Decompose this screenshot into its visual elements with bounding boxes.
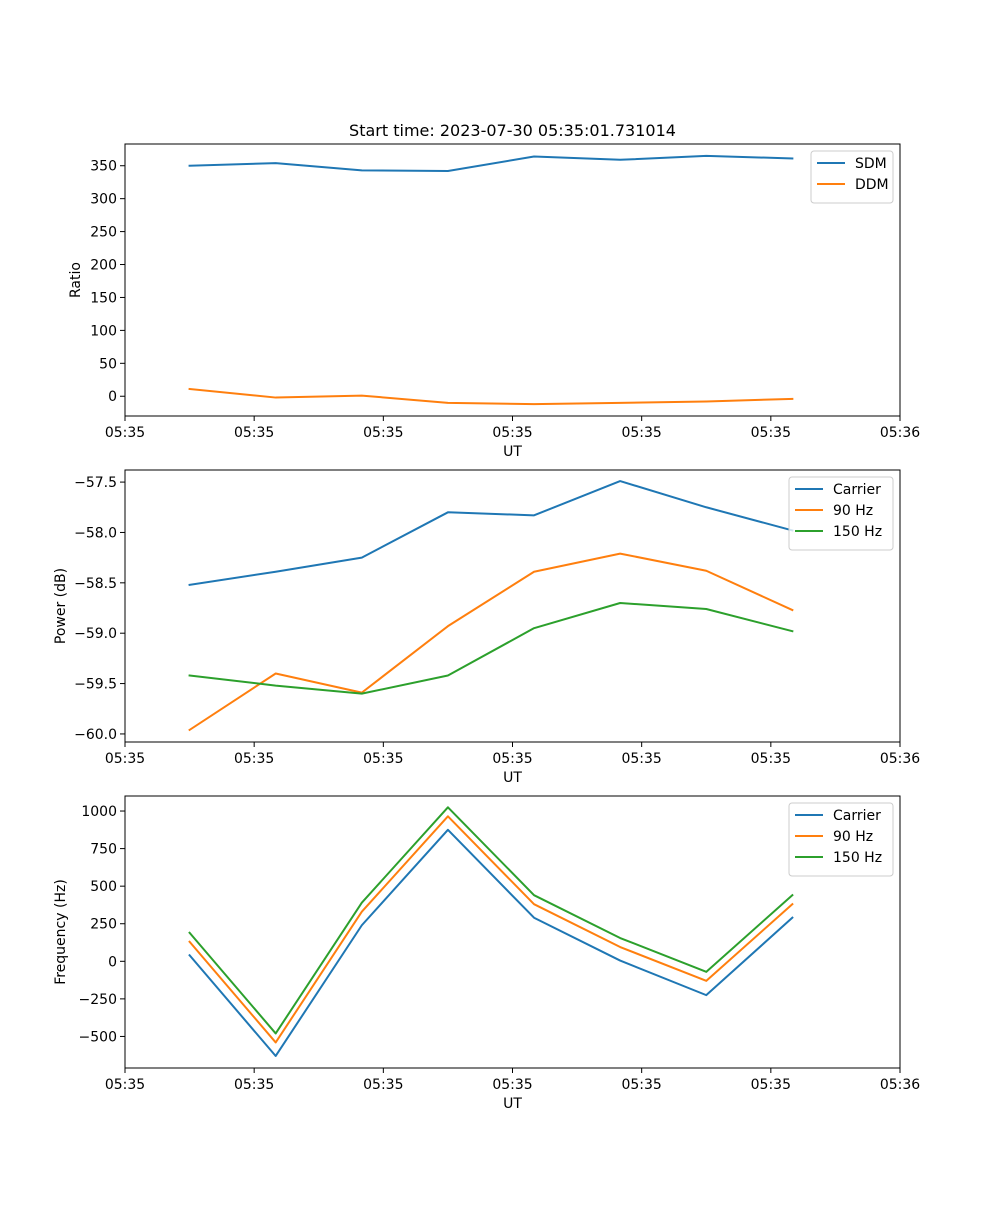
x-tick-label: 05:35 <box>492 425 532 441</box>
x-tick-label: 05:35 <box>751 425 791 441</box>
x-tick-label: 05:35 <box>751 1077 791 1093</box>
y-tick-label: −57.5 <box>74 475 117 491</box>
series-line-carrier <box>188 480 794 586</box>
y-tick-label: 250 <box>90 225 117 241</box>
x-tick-label: 05:35 <box>363 1077 403 1093</box>
y-tick-label: −60.0 <box>74 727 117 743</box>
series-line-sdm <box>188 154 794 172</box>
y-tick-label: 1000 <box>81 804 117 820</box>
chart-panel-2: 05:35 05:35 05:35 05:35 05:35 05:35 05:36 −60.0… <box>53 469 920 786</box>
y-tick-label: −250 <box>79 992 117 1008</box>
x-axis-label: UT <box>503 1096 522 1112</box>
y-tick-label: 100 <box>90 323 117 339</box>
x-tick-label: 05:35 <box>621 425 661 441</box>
x-tick-label: 05:35 <box>492 1077 532 1093</box>
y-tick-label: 150 <box>90 290 117 306</box>
y-tick-label: 0 <box>108 389 117 405</box>
x-tick-label: 05:36 <box>880 751 920 767</box>
legend: Carrier 90 Hz 150 Hz <box>788 476 894 551</box>
x-tick-label: 05:35 <box>105 1077 145 1093</box>
chart-panel-1: 05:35 05:35 05:35 05:35 05:35 05:35 05:36 0 50 10… <box>68 143 920 460</box>
x-tick-label: 05:35 <box>234 425 274 441</box>
x-tick-label: 05:36 <box>880 425 920 441</box>
y-tick-label: −59.5 <box>74 677 117 693</box>
chart-panel-3: 05:35 05:35 05:35 05:35 05:35 05:35 05:36 −500 −… <box>53 795 920 1112</box>
series-line-carrier <box>188 828 794 1057</box>
legend-label: Carrier <box>833 482 881 498</box>
y-tick-label: 250 <box>90 917 117 933</box>
series-line-90-hz <box>188 552 794 732</box>
chart-title: Start time: 2023-07-30 05:35:01.731014 <box>349 121 676 140</box>
legend-label: 90 Hz <box>833 829 873 845</box>
y-tick-label: 300 <box>90 192 117 208</box>
x-tick-label: 05:35 <box>751 751 791 767</box>
legend: SDM DDM <box>810 150 894 204</box>
legend-label: 150 Hz <box>833 524 882 540</box>
y-tick-label: −59.0 <box>74 626 117 642</box>
legend-label: SDM <box>855 156 887 172</box>
x-tick-label: 05:35 <box>234 1077 274 1093</box>
legend: Carrier 90 Hz 150 Hz <box>788 802 894 877</box>
series-line-90-hz <box>188 815 794 1044</box>
x-tick-label: 05:35 <box>363 425 403 441</box>
y-axis-label: Power (dB) <box>53 568 69 644</box>
y-tick-label: 0 <box>108 954 117 970</box>
x-tick-label: 05:35 <box>621 1077 661 1093</box>
y-axis-label: Frequency (Hz) <box>53 879 69 985</box>
series-line-ddm <box>188 387 794 406</box>
y-tick-label: 200 <box>90 258 117 274</box>
series-line-150-hz <box>188 806 794 1035</box>
x-axis-label: UT <box>503 770 522 786</box>
x-tick-label: 05:35 <box>105 751 145 767</box>
x-tick-label: 05:35 <box>363 751 403 767</box>
legend-label: DDM <box>855 177 889 193</box>
x-tick-label: 05:36 <box>880 1077 920 1093</box>
x-tick-label: 05:35 <box>105 425 145 441</box>
y-tick-label: 750 <box>90 842 117 858</box>
y-axis-label: Ratio <box>68 262 84 298</box>
y-tick-label: 50 <box>99 356 117 372</box>
y-tick-label: −58.0 <box>74 525 117 541</box>
x-tick-label: 05:35 <box>492 751 532 767</box>
x-tick-label: 05:35 <box>234 751 274 767</box>
legend-label: Carrier <box>833 808 881 824</box>
x-tick-label: 05:35 <box>621 751 661 767</box>
y-tick-label: 500 <box>90 879 117 895</box>
legend-label: 90 Hz <box>833 503 873 519</box>
y-tick-label: 350 <box>90 159 117 175</box>
series-line-150-hz <box>188 601 794 695</box>
legend-label: 150 Hz <box>833 850 882 866</box>
y-tick-label: −500 <box>79 1029 117 1045</box>
y-tick-label: −58.5 <box>74 576 117 592</box>
x-axis-label: UT <box>503 444 522 460</box>
